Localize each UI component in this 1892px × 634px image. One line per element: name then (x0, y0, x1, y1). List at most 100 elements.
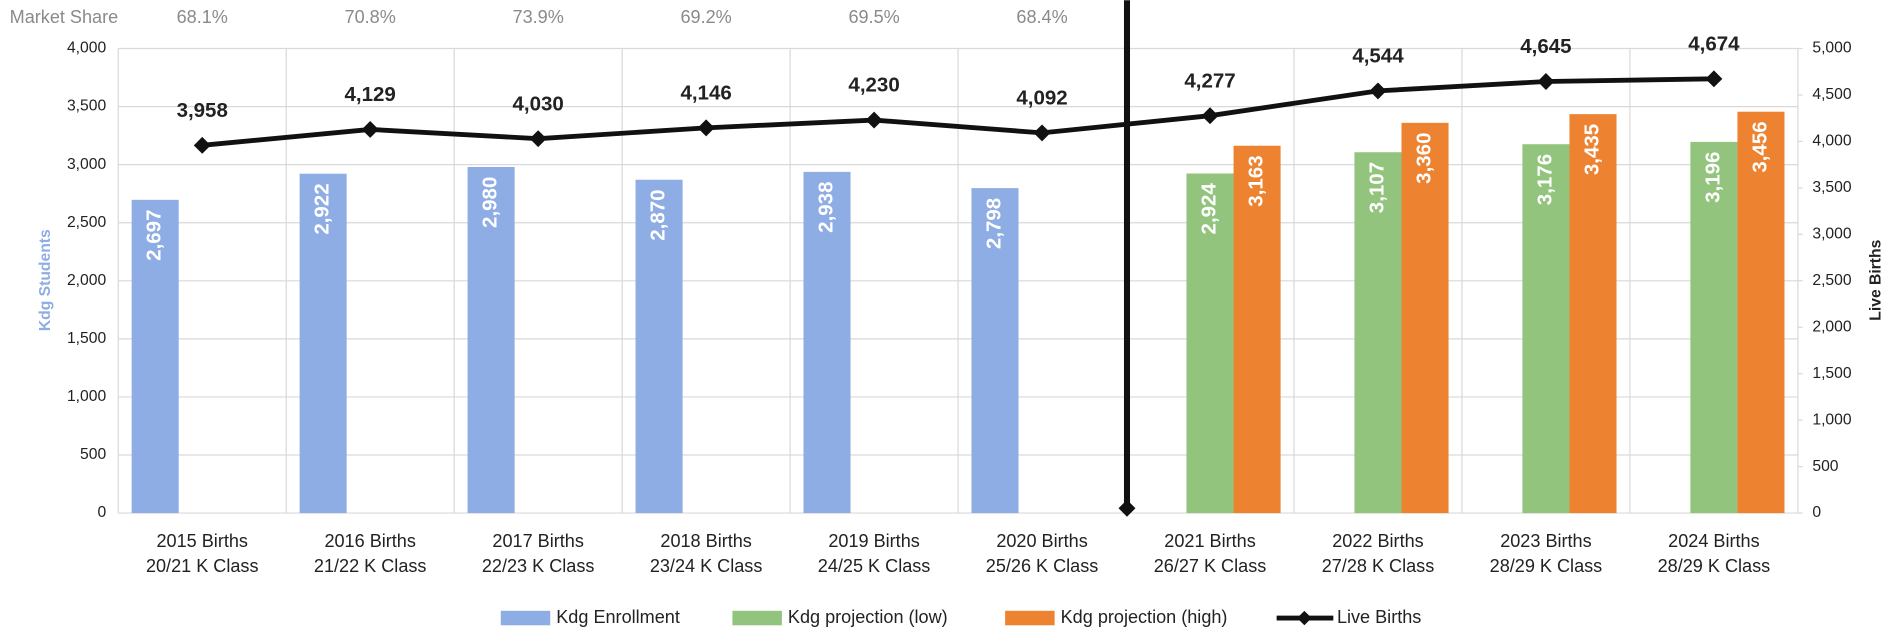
x-tick-label: 2021 Births (1164, 531, 1255, 551)
market-share-value: 69.2% (680, 7, 731, 27)
x-tick-label: 2020 Births (996, 531, 1087, 551)
market-share-value: 68.1% (177, 7, 228, 27)
marks: 2,697 2,922 2,980 2,870 2,938 2,798 2,924 3,107… (131, 32, 1785, 514)
y-tick-label: 0 (97, 504, 106, 521)
line-label: 4,146 (680, 82, 731, 105)
bar-label: 2,798 (982, 198, 1005, 249)
market-share-value: 69.5% (848, 7, 899, 27)
line-label: 4,092 (1016, 87, 1067, 110)
bar (1737, 111, 1785, 514)
x-tick-label: 2024 Births (1668, 531, 1759, 551)
x-tick-label: 2015 Births (157, 531, 248, 551)
y2-tick-label: 4,500 (1812, 86, 1852, 103)
bar (803, 171, 851, 514)
legend-label: Kdg Enrollment (556, 607, 680, 627)
legend-swatch (500, 610, 551, 626)
y2-tick-label: 3,000 (1812, 225, 1852, 242)
market-share-value: 73.9% (513, 7, 564, 27)
bar (1233, 145, 1281, 514)
line (202, 76, 1714, 148)
legend-label: Live Births (1337, 607, 1421, 627)
bar (1569, 114, 1617, 514)
y2-tick-label: 1,000 (1812, 411, 1852, 428)
bar (1401, 122, 1449, 514)
legend-label: Kdg projection (low) (788, 607, 948, 627)
x-tick-label: 2019 Births (828, 531, 919, 551)
y2-tick-label: 2,000 (1812, 318, 1852, 335)
y2-axis-label: Live Births (1867, 239, 1884, 320)
y-tick-label: 500 (80, 446, 106, 463)
y-tick-label: 3,500 (67, 98, 107, 115)
line-marker (1033, 124, 1051, 142)
market-share-value: 70.8% (345, 7, 396, 27)
line-label: 4,129 (345, 83, 396, 106)
bar (299, 173, 347, 514)
line-marker (361, 121, 379, 138)
bar-label: 2,924 (1197, 183, 1220, 235)
bar (131, 199, 179, 514)
bar-label: 3,435 (1580, 124, 1603, 175)
y2-tick-label: 3,500 (1812, 179, 1852, 196)
x-tick-label: 20/21 K Class (146, 556, 259, 576)
bar-label: 3,107 (1365, 162, 1388, 213)
bar-label: 2,870 (646, 189, 669, 240)
market-share-value: 68.4% (1016, 7, 1067, 27)
bar-label: 3,176 (1533, 154, 1556, 205)
line-marker (1705, 70, 1723, 88)
line-label: 4,544 (1352, 45, 1404, 68)
y-axis-label: Kdg Students (37, 229, 54, 331)
y-tick-label: 1,500 (67, 330, 107, 347)
bar (467, 166, 515, 514)
legend-swatch (732, 610, 782, 626)
bar-label: 2,922 (311, 183, 334, 234)
x-tick-label: 24/25 K Class (818, 556, 931, 576)
x-tick-label: 27/28 K Class (1322, 556, 1435, 576)
x-tick-label: 22/23 K Class (482, 556, 595, 576)
line-marker (529, 130, 547, 148)
x-tick-label: 2016 Births (324, 531, 415, 551)
y2-tick-label: 2,500 (1812, 272, 1852, 289)
x-tick-label: 28/29 K Class (1658, 556, 1771, 576)
line-marker (1369, 82, 1387, 100)
line-marker (1537, 73, 1555, 90)
y2-tick-label: 500 (1812, 458, 1838, 475)
legend-label: Kdg projection (high) (1061, 607, 1228, 627)
bar-label: 3,456 (1748, 121, 1771, 172)
x-tick-label: 25/26 K Class (986, 556, 1099, 576)
x-tick-label: 2018 Births (660, 531, 751, 551)
x-tick-label: 23/24 K Class (650, 556, 763, 576)
market-share-label: Market Share (10, 7, 119, 27)
bar (1522, 144, 1570, 514)
y2-tick-label: 0 (1812, 504, 1821, 521)
bar-label: 3,360 (1412, 133, 1435, 184)
x-tick-label: 28/29 K Class (1490, 556, 1603, 576)
legend-marker (1297, 610, 1312, 626)
y2-tick-label: 1,500 (1812, 365, 1852, 382)
divider-marker (1118, 499, 1136, 517)
y-tick-label: 2,500 (67, 214, 107, 231)
x-tick-label: 2023 Births (1500, 531, 1591, 551)
legend-swatch (1005, 610, 1055, 626)
line-marker (697, 119, 715, 137)
line-label: 4,674 (1688, 32, 1740, 55)
bar (971, 188, 1019, 514)
y-tick-label: 4,000 (67, 40, 107, 57)
bar-label: 3,196 (1701, 152, 1724, 203)
line-label: 4,230 (848, 74, 899, 97)
line-label: 4,277 (1184, 69, 1235, 92)
x-tick-label: 26/27 K Class (1154, 556, 1267, 576)
bar (1186, 173, 1234, 514)
y2-tick-label: 5,000 (1812, 40, 1852, 57)
bar-label: 2,980 (479, 177, 502, 228)
line-marker (865, 111, 883, 129)
bar-label: 2,938 (814, 182, 837, 233)
bar-label: 3,163 (1244, 155, 1267, 206)
line-label: 4,030 (513, 92, 564, 115)
y-tick-label: 3,000 (67, 156, 107, 173)
bar (1354, 152, 1402, 514)
grid (117, 47, 1803, 514)
bar (1690, 141, 1738, 514)
line-label: 4,645 (1520, 35, 1571, 58)
x-tick-label: 21/22 K Class (314, 556, 427, 576)
